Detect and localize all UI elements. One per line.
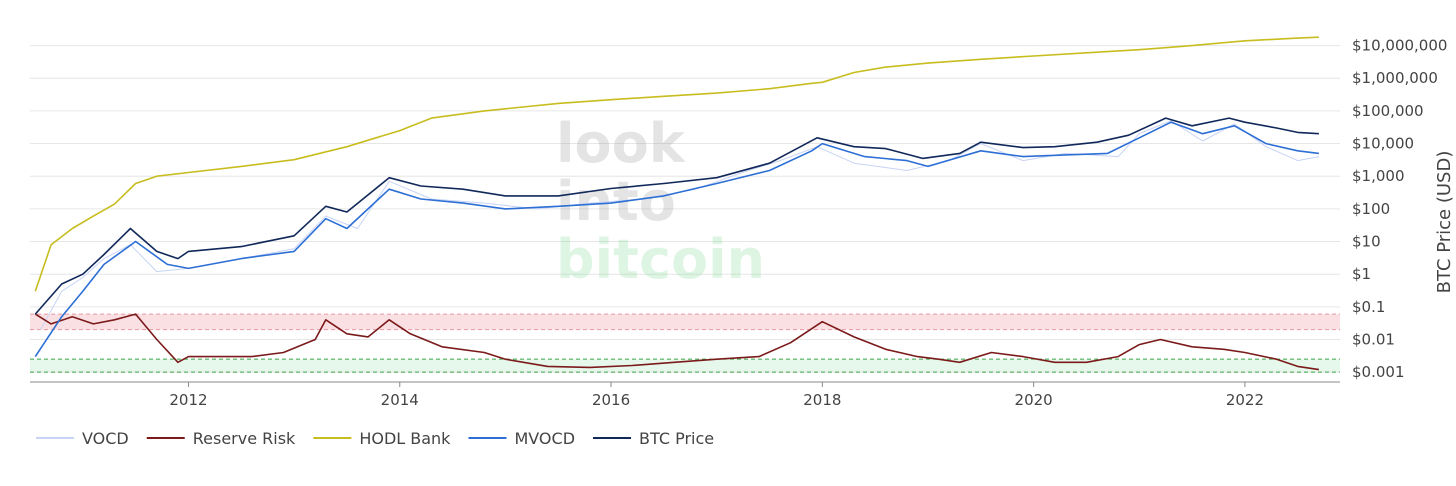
- series-line-btc-price[interactable]: [34, 117, 1319, 315]
- x-tick-label: 2022: [1226, 391, 1264, 409]
- y-axis-title: BTC Price (USD): [1434, 151, 1455, 294]
- y-tick-label: $0.001: [1352, 363, 1405, 381]
- legend-item-btc-price[interactable]: BTC Price: [593, 429, 714, 448]
- series-group: [34, 36, 1320, 371]
- legend-item-hodl-bank[interactable]: HODL Bank: [313, 429, 451, 448]
- x-axis-ticks: 2012 2014 2016 2018 2020 2022: [169, 382, 1264, 409]
- legend-item-mvocd[interactable]: MVOCD: [468, 429, 575, 448]
- y-axis-ticks: $10,000,000 $1,000,000 $100,000 $10,000 $1,0…: [1352, 37, 1447, 382]
- y-tick-label: $1,000,000: [1352, 69, 1438, 87]
- x-tick-label: 2016: [592, 391, 630, 409]
- x-tick-label: 2020: [1015, 391, 1053, 409]
- band-risk-low: [30, 359, 1340, 373]
- series-line-hodl-bank[interactable]: [34, 36, 1319, 292]
- x-tick-label: 2014: [381, 391, 419, 409]
- legend-label: VOCD: [82, 429, 129, 448]
- y-tick-label: $0.1: [1352, 298, 1385, 316]
- series-line-reserve-risk[interactable]: [34, 313, 1320, 371]
- watermark-word: bitcoin: [556, 228, 765, 291]
- y-tick-label: $10,000,000: [1352, 37, 1447, 55]
- y-tick-label: $1: [1352, 265, 1371, 283]
- x-tick-label: 2018: [803, 391, 841, 409]
- y-tick-label: $10,000: [1352, 135, 1414, 153]
- risk-bands: [30, 314, 1340, 373]
- legend-label: MVOCD: [514, 429, 575, 448]
- y-tick-label: $0.01: [1352, 331, 1395, 349]
- legend-item-reserve-risk[interactable]: Reserve Risk: [146, 429, 296, 448]
- legend-item-vocd[interactable]: VOCD: [36, 429, 129, 448]
- y-tick-label: $100: [1352, 200, 1390, 218]
- legend-label: Reserve Risk: [193, 429, 296, 448]
- legend-label: BTC Price: [639, 429, 714, 448]
- legend-label: HODL Bank: [359, 429, 451, 448]
- y-tick-label: $100,000: [1352, 102, 1424, 120]
- legend: VOCD Reserve Risk HODL Bank MVOCD BTC Price: [36, 429, 714, 448]
- watermark-word: look: [556, 112, 686, 175]
- series-line-mvocd[interactable]: [34, 121, 1319, 358]
- y-tick-label: $1,000: [1352, 167, 1405, 185]
- threshold-lines: [30, 313, 1340, 373]
- y-tick-label: $10: [1352, 233, 1381, 251]
- band-risk-high: [30, 314, 1340, 330]
- x-tick-label: 2012: [169, 391, 207, 409]
